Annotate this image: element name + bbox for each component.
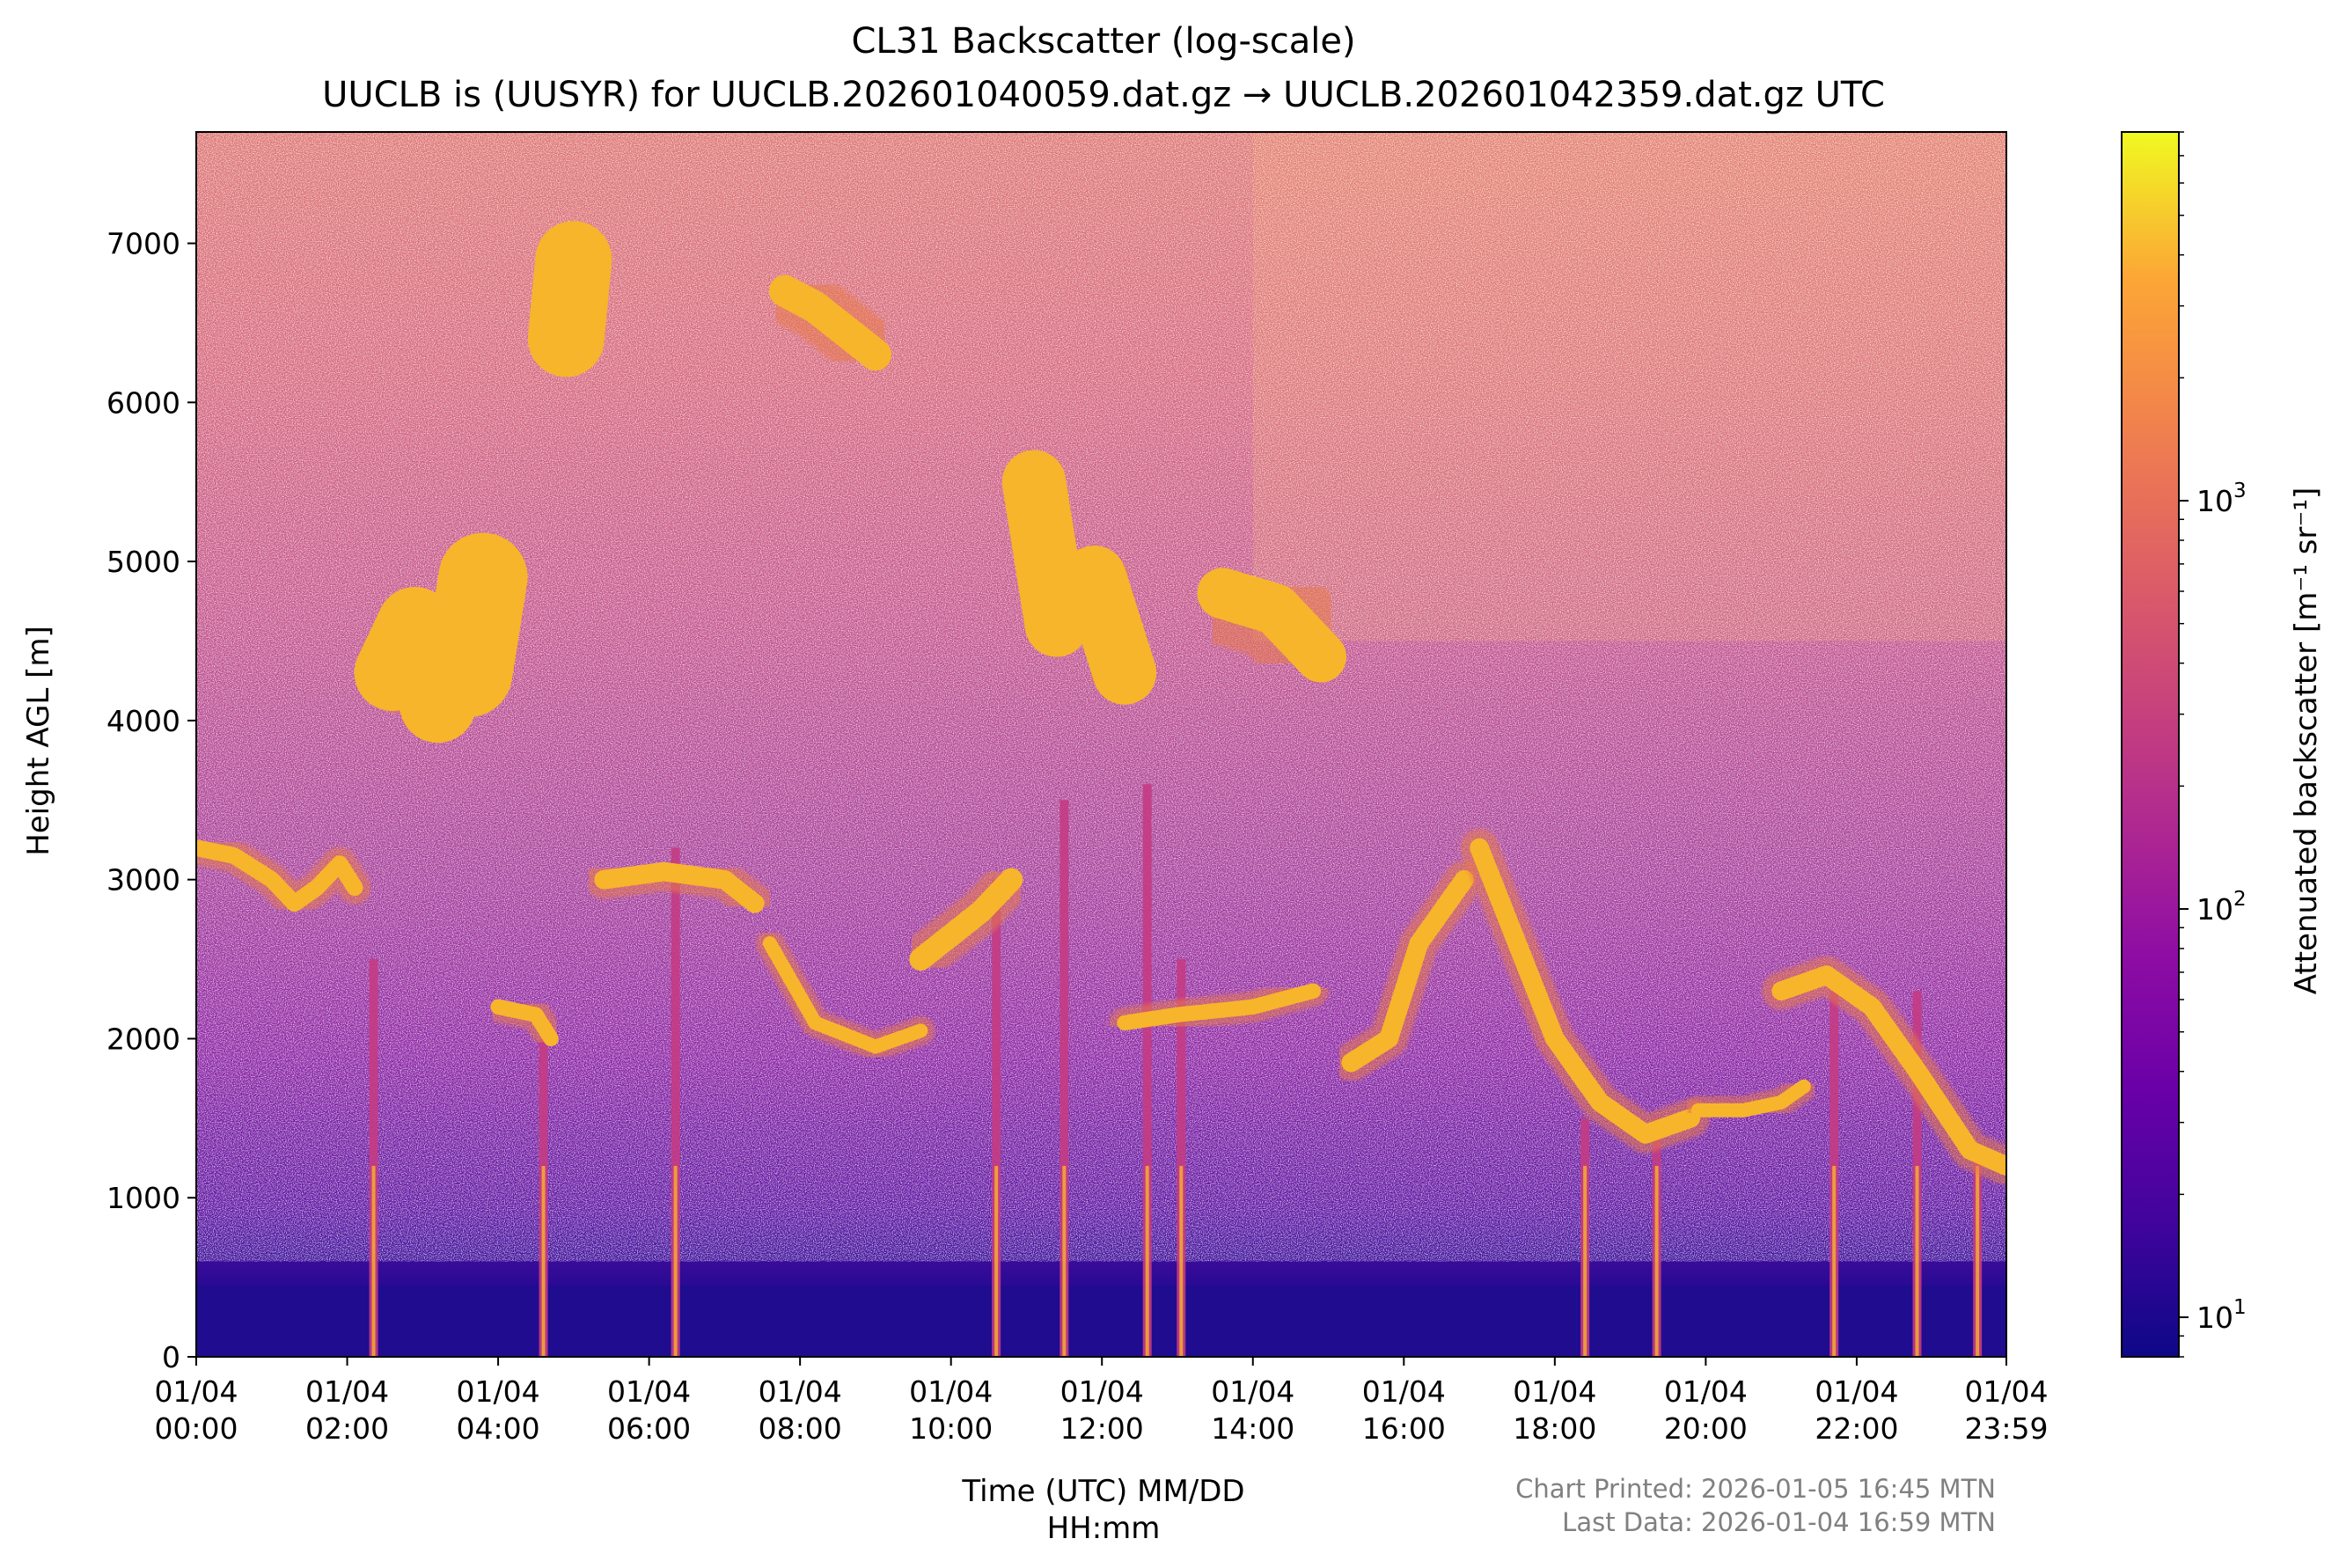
x-tick-date-0: 01/04 (154, 1374, 238, 1409)
x-tick-time-1: 02:00 (305, 1411, 389, 1446)
precip-core-0 (371, 1166, 376, 1357)
precip-shaft-5 (1142, 784, 1152, 1357)
cloud-layer-mid-scattered (762, 936, 928, 1054)
x-tick-time-5: 10:00 (909, 1411, 993, 1446)
precip-core-10 (1915, 1166, 1919, 1357)
x-tick-time-6: 12:00 (1060, 1411, 1144, 1446)
colorbar-frame (2121, 131, 2180, 1358)
x-tick-date-5: 01/04 (909, 1374, 993, 1409)
surface-band (196, 1285, 2006, 1357)
precip-core-4 (1062, 1166, 1067, 1357)
footer-printed: Chart Printed: 2026-01-05 16:45 MTN (1515, 1474, 1996, 1504)
y-tick-label-5000: 5000 (106, 545, 180, 579)
precip-core-8 (1654, 1166, 1659, 1357)
colorbar: 101 102 103 (2121, 131, 2247, 1358)
colorbar-tick-label-0: 101 (2196, 1296, 2247, 1335)
x-tick-date-7: 01/04 (1211, 1374, 1294, 1409)
cloud-layer-ten-am-layer (909, 868, 1023, 971)
chart-subtitle: UUCLB is (UUSYR) for UUCLB.202601040059.… (322, 75, 1885, 115)
precip-shaft-6 (1177, 959, 1186, 1357)
x-tick-time-7: 14:00 (1211, 1411, 1294, 1446)
precip-core-6 (1179, 1166, 1184, 1357)
x-tick-date-9: 01/04 (1513, 1374, 1596, 1409)
x-axis-label-line1: Time (UTC) MM/DD (961, 1474, 1244, 1509)
x-tick-date-8: 01/04 (1362, 1374, 1446, 1409)
x-tick-date-10: 01/04 (1664, 1374, 1748, 1409)
colorbar-gradient (2122, 132, 2179, 1357)
x-tick-date-3: 01/04 (607, 1374, 691, 1409)
precip-shaft-2 (671, 847, 680, 1357)
x-axis-label-line2: HH:mm (1047, 1511, 1161, 1546)
precip-core-3 (994, 1166, 999, 1357)
cloud-layer-high-streak-14 (1197, 568, 1346, 683)
cloud-layer-high-plume-b (423, 532, 528, 718)
chart-title: CL31 Backscatter (log-scale) (851, 21, 1355, 62)
cloud-layer-cirrus-8am (768, 275, 891, 371)
y-tick-label-2000: 2000 (106, 1022, 180, 1056)
x-tick-date-11: 01/04 (1815, 1374, 1898, 1409)
x-tick-date-1: 01/04 (305, 1374, 389, 1409)
cloud-layer-high-streak-12 (1062, 546, 1157, 705)
colorbar-tick-label-2: 103 (2196, 480, 2247, 518)
x-tick-date-6: 01/04 (1060, 1374, 1144, 1409)
cloud-layer-cirrus-early (527, 221, 612, 377)
x-tick-time-2: 04:00 (457, 1411, 540, 1446)
x-tick-time-9: 18:00 (1513, 1411, 1596, 1446)
precip-shaft-4 (1060, 800, 1069, 1357)
cloud-layer-afternoon-layer (1117, 983, 1322, 1031)
cloud-layer-seventeen-rise (1470, 838, 1701, 1144)
precip-shaft-0 (369, 959, 378, 1357)
y-axis: 0 1000 2000 3000 4000 5000 6000 7000 (106, 227, 196, 1374)
x-tick-time-4: 08:00 (759, 1411, 842, 1446)
colorbar-tick-label-1: 102 (2196, 888, 2247, 927)
cloud-layer-six-am-layer (594, 861, 765, 913)
precip-core-7 (1583, 1166, 1587, 1357)
x-tick-time-12: 23:59 (1964, 1411, 2048, 1446)
y-tick-label-6000: 6000 (106, 385, 180, 420)
y-tick-label-0: 0 (162, 1340, 180, 1374)
precip-core-2 (673, 1166, 678, 1357)
x-tick-date-12: 01/04 (1964, 1374, 2048, 1409)
x-tick-time-3: 06:00 (607, 1411, 691, 1446)
x-tick-time-8: 16:00 (1362, 1411, 1446, 1446)
colorbar-label: Attenuated backscatter [m⁻¹ sr⁻¹] (2289, 487, 2324, 995)
cloud-layer-late-layer (1771, 965, 2006, 1176)
precip-core-11 (1976, 1166, 1980, 1357)
y-tick-label-4000: 4000 (106, 704, 180, 738)
x-axis: 01/0400:0001/0402:0001/0404:0001/0406:00… (154, 1357, 2049, 1446)
x-tick-time-11: 22:00 (1815, 1411, 1898, 1446)
precip-core-1 (541, 1166, 546, 1357)
y-tick-label-3000: 3000 (106, 863, 180, 898)
precip-shaft-3 (992, 879, 1001, 1357)
x-tick-date-4: 01/04 (759, 1374, 842, 1409)
cloud-layer-evening-layer (1690, 1079, 1811, 1117)
heatmap-field (196, 132, 2006, 1357)
y-tick-label-7000: 7000 (106, 227, 180, 261)
precip-core-5 (1145, 1166, 1149, 1357)
precip-core-9 (1832, 1166, 1837, 1357)
x-tick-time-10: 20:00 (1664, 1411, 1748, 1446)
cloud-layer-sixteen-layer (1341, 869, 1474, 1073)
footer-last-data: Last Data: 2026-01-04 16:59 MTN (1562, 1507, 1996, 1537)
x-tick-time-0: 00:00 (154, 1411, 238, 1446)
y-axis-label: Height AGL [m] (21, 626, 56, 856)
x-tick-date-2: 01/04 (457, 1374, 540, 1409)
cloud-layer-morning-mid-layer (196, 839, 363, 912)
plot-area (195, 131, 2007, 1358)
y-tick-label-1000: 1000 (106, 1181, 180, 1215)
cloud-layer-lower-scattered (490, 999, 559, 1047)
